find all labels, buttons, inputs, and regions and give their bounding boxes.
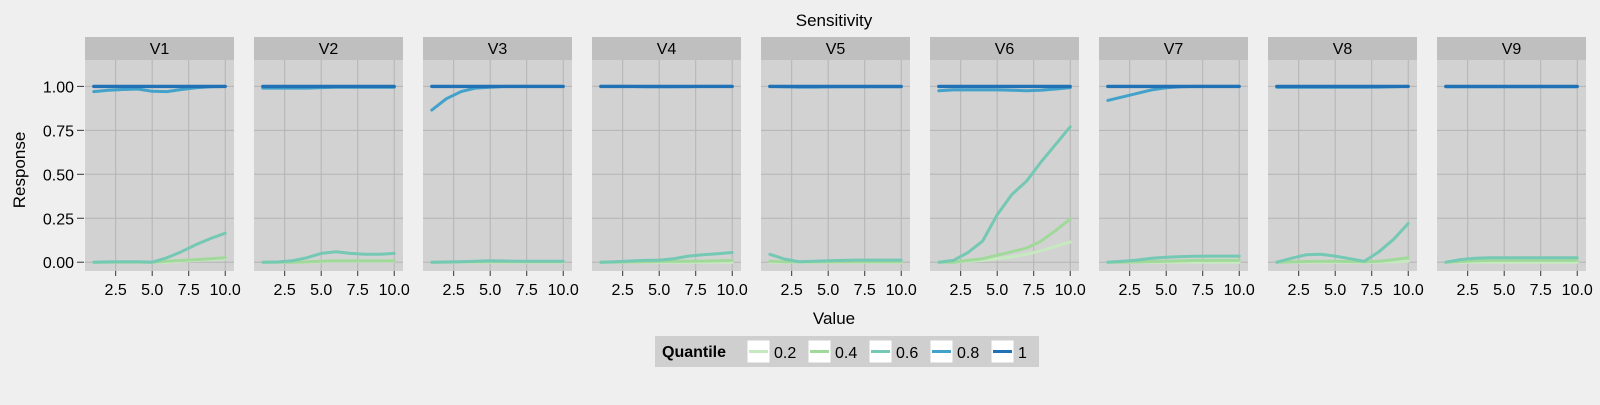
x-tick-label: 7.5 [178, 282, 200, 299]
x-tick-label: 10.0 [717, 282, 748, 299]
y-tick-label: 0.00 [43, 255, 74, 272]
y-tick-label: 0.25 [43, 211, 74, 228]
panel-plot-area [1099, 60, 1248, 271]
panel-strip-label: V9 [1502, 41, 1522, 58]
x-tick-label: 5.0 [648, 282, 670, 299]
x-tick-label: 2.5 [1119, 282, 1141, 299]
x-tick-label: 10.0 [548, 282, 579, 299]
x-tick-label: 7.5 [685, 282, 707, 299]
x-tick-label: 7.5 [1361, 282, 1383, 299]
legend-label: 0.8 [957, 345, 979, 362]
panel-strip-label: V8 [1333, 41, 1353, 58]
legend-title: Quantile [662, 344, 726, 361]
panel-strip-label: V2 [319, 41, 339, 58]
x-tick-label: 5.0 [310, 282, 332, 299]
x-tick-label: 5.0 [141, 282, 163, 299]
x-tick-label: 2.5 [612, 282, 634, 299]
x-tick-label: 5.0 [986, 282, 1008, 299]
panel-v2: V2 2.5 5.0 7.5 10.0 [254, 37, 410, 299]
panel-plot-area [930, 60, 1079, 271]
panel-plot-area [423, 60, 572, 271]
x-tick-label: 10.0 [1224, 282, 1255, 299]
panel-plot-area [592, 60, 741, 271]
x-tick-label: 2.5 [105, 282, 127, 299]
panel-v4: V4 2.5 5.0 7.5 10.0 [592, 37, 748, 299]
x-tick-label: 7.5 [1192, 282, 1214, 299]
x-tick-label: 7.5 [1023, 282, 1045, 299]
panel-v5: V5 2.5 5.0 7.5 10.0 [761, 37, 917, 299]
x-tick-label: 2.5 [1457, 282, 1479, 299]
panel-plot-area [761, 60, 910, 271]
panel-strip-label: V1 [150, 41, 170, 58]
x-tick-label: 7.5 [347, 282, 369, 299]
x-tick-label: 10.0 [1562, 282, 1593, 299]
y-tick-label: 0.75 [43, 123, 74, 140]
panel-v6: V6 2.5 5.0 7.5 10.0 [930, 37, 1086, 299]
x-tick-label: 5.0 [1155, 282, 1177, 299]
panel-plot-area [254, 60, 403, 271]
legend-label: 0.6 [896, 345, 918, 362]
x-tick-label: 10.0 [379, 282, 410, 299]
x-tick-label: 2.5 [443, 282, 465, 299]
x-tick-label: 5.0 [1493, 282, 1515, 299]
panel-v1: V1 2.5 5.0 7.5 10.0 [85, 37, 241, 299]
panel-v3: V3 2.5 5.0 7.5 10.0 [423, 37, 579, 299]
panel-plot-area [1437, 60, 1586, 271]
panel-strip-label: V5 [826, 41, 846, 58]
y-tick-label: 1.00 [43, 79, 74, 96]
chart-title: Sensitivity [796, 11, 873, 30]
y-axis-label: Response [10, 132, 29, 209]
series-line-0-6 [432, 261, 563, 262]
legend-label: 1 [1018, 345, 1027, 362]
x-tick-label: 2.5 [274, 282, 296, 299]
x-tick-label: 10.0 [210, 282, 241, 299]
x-tick-label: 7.5 [1530, 282, 1552, 299]
panel-strip-label: V7 [1164, 41, 1184, 58]
legend-label: 0.2 [774, 345, 796, 362]
panel-v7: V7 2.5 5.0 7.5 10.0 [1099, 37, 1255, 299]
x-axis-label: Value [813, 309, 855, 328]
x-tick-label: 5.0 [479, 282, 501, 299]
x-tick-label: 10.0 [1393, 282, 1424, 299]
x-tick-label: 10.0 [886, 282, 917, 299]
panel-v8: V8 2.5 5.0 7.5 10.0 [1268, 37, 1424, 299]
y-tick-label: 0.50 [43, 167, 74, 184]
x-tick-label: 2.5 [1288, 282, 1310, 299]
x-tick-label: 5.0 [1324, 282, 1346, 299]
panel-strip-label: V6 [995, 41, 1015, 58]
legend: Quantile 0.2 0.4 0.6 0.8 1 [655, 336, 1039, 367]
x-tick-label: 10.0 [1055, 282, 1086, 299]
panel-v9: V9 2.5 5.0 7.5 10.0 [1437, 37, 1593, 299]
x-tick-label: 7.5 [516, 282, 538, 299]
panel-strip-label: V3 [488, 41, 508, 58]
x-tick-label: 2.5 [781, 282, 803, 299]
panels-layer: 0.00 0.25 0.50 0.75 1.00 V1 2.5 5.0 7.5 10.0 V2 2.5… [43, 37, 1593, 299]
x-tick-label: 7.5 [854, 282, 876, 299]
x-tick-label: 2.5 [950, 282, 972, 299]
panel-strip-label: V4 [657, 41, 677, 58]
x-tick-label: 5.0 [817, 282, 839, 299]
legend-label: 0.4 [835, 345, 857, 362]
